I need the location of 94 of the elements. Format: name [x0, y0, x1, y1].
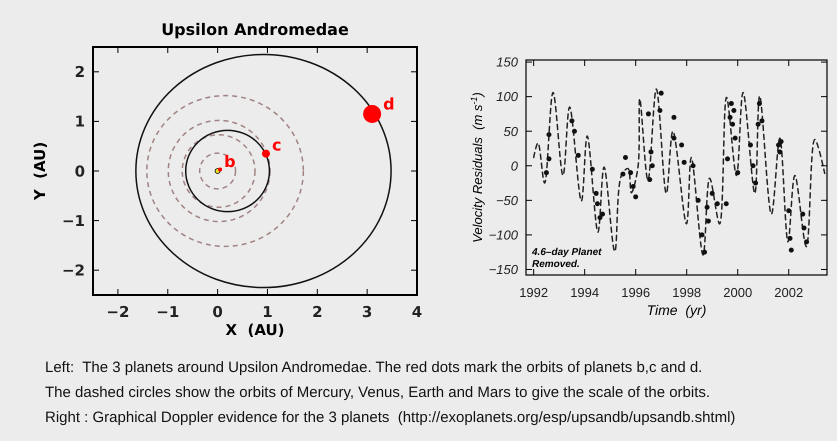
x-tick-label: 2 — [312, 303, 323, 321]
point — [671, 114, 676, 120]
point — [732, 136, 738, 141]
point — [788, 248, 794, 253]
point — [724, 201, 729, 206]
point — [576, 152, 581, 158]
x-axis-title: Time (yr) — [646, 302, 706, 318]
point — [647, 177, 652, 182]
x-axis-title: X (AU) — [225, 321, 285, 339]
x-tick-label: 1998 — [672, 285, 702, 300]
point — [646, 111, 651, 116]
x-tick-label: 4 — [412, 303, 422, 321]
point — [546, 132, 552, 138]
point — [569, 118, 574, 124]
point — [728, 114, 733, 120]
point — [572, 128, 577, 134]
point — [690, 163, 696, 168]
y-tick-label: 1 — [74, 112, 85, 131]
point — [756, 122, 761, 127]
x-tick-label: 1994 — [570, 285, 600, 300]
x-tick-label: 2000 — [723, 285, 752, 300]
point — [802, 225, 807, 230]
point — [682, 160, 687, 165]
series-label: b — [224, 152, 236, 171]
x-tick-label: 0 — [212, 303, 223, 321]
point — [600, 212, 606, 217]
point — [753, 180, 758, 186]
text: The dashed circles show the orbits of Mercury, Venus, Earth and Mars to give the scale of the orbits. — [45, 384, 710, 401]
point — [725, 156, 730, 162]
point — [650, 163, 655, 168]
point — [756, 101, 762, 106]
point — [700, 232, 705, 238]
y-axis-title: Y (AU) — [31, 142, 49, 202]
line-series — [532, 88, 826, 256]
y-tick-label: 100 — [496, 89, 519, 104]
y-tick-label: −2 — [62, 261, 85, 280]
point — [706, 218, 711, 224]
x-tick-label: −2 — [106, 303, 130, 321]
point — [630, 184, 636, 190]
point — [628, 170, 634, 176]
series-label: d — [383, 94, 395, 114]
point — [597, 215, 602, 220]
point — [622, 154, 628, 160]
point — [786, 208, 792, 214]
point — [590, 166, 595, 172]
point — [778, 139, 784, 144]
point — [730, 122, 736, 127]
point — [657, 108, 662, 113]
point — [776, 142, 782, 148]
point — [759, 118, 764, 124]
point — [594, 190, 599, 196]
point — [710, 190, 715, 196]
y-tick-label: −100 — [488, 227, 519, 242]
point — [702, 250, 708, 255]
series-label: c — [272, 135, 282, 154]
y-tick-label: 150 — [496, 54, 519, 70]
point — [731, 108, 736, 113]
text: Right : Graphical Doppler evidence for the 3 planets (http://exoplanets.org/esp/upsandb/upsandb.shtml) — [45, 409, 736, 426]
point — [696, 198, 701, 203]
point — [748, 142, 753, 148]
chart-title: Upsilon Andromedae — [161, 20, 349, 39]
x-tick-label: −1 — [156, 303, 180, 321]
point — [728, 101, 734, 106]
point — [658, 90, 664, 96]
x-tick-label: 1996 — [621, 285, 650, 300]
y-tick-label: −150 — [488, 262, 519, 278]
y-tick-label: 2 — [74, 63, 85, 82]
x-tick-label: 3 — [362, 303, 372, 321]
point — [704, 204, 710, 210]
point — [648, 149, 654, 154]
point — [714, 201, 720, 206]
point — [679, 142, 684, 148]
text: Left: The 3 planets around Upsilon Andromedae. The red dots mark the orbits of planets b,c and d. — [45, 359, 702, 376]
x-tick-label: 1 — [262, 303, 273, 321]
point — [750, 163, 756, 168]
x-tick-label: 1992 — [519, 285, 548, 300]
point — [804, 239, 810, 244]
y-tick-label: 0 — [510, 158, 519, 174]
point — [544, 170, 549, 176]
point — [546, 156, 552, 162]
point — [594, 201, 600, 206]
y-tick-label: 0 — [74, 162, 85, 180]
point — [777, 149, 782, 154]
point — [671, 136, 676, 141]
point — [633, 194, 638, 200]
y-tick-label: 50 — [504, 124, 519, 139]
point — [800, 212, 806, 217]
annotation: 4.6–day Planet Removed. — [531, 247, 602, 270]
x-tick-label: 2002 — [774, 285, 804, 300]
y-tick-label: −1 — [62, 212, 85, 230]
point — [788, 236, 793, 241]
y-tick-label: −50 — [496, 192, 519, 208]
point — [620, 172, 626, 177]
point — [735, 170, 740, 176]
